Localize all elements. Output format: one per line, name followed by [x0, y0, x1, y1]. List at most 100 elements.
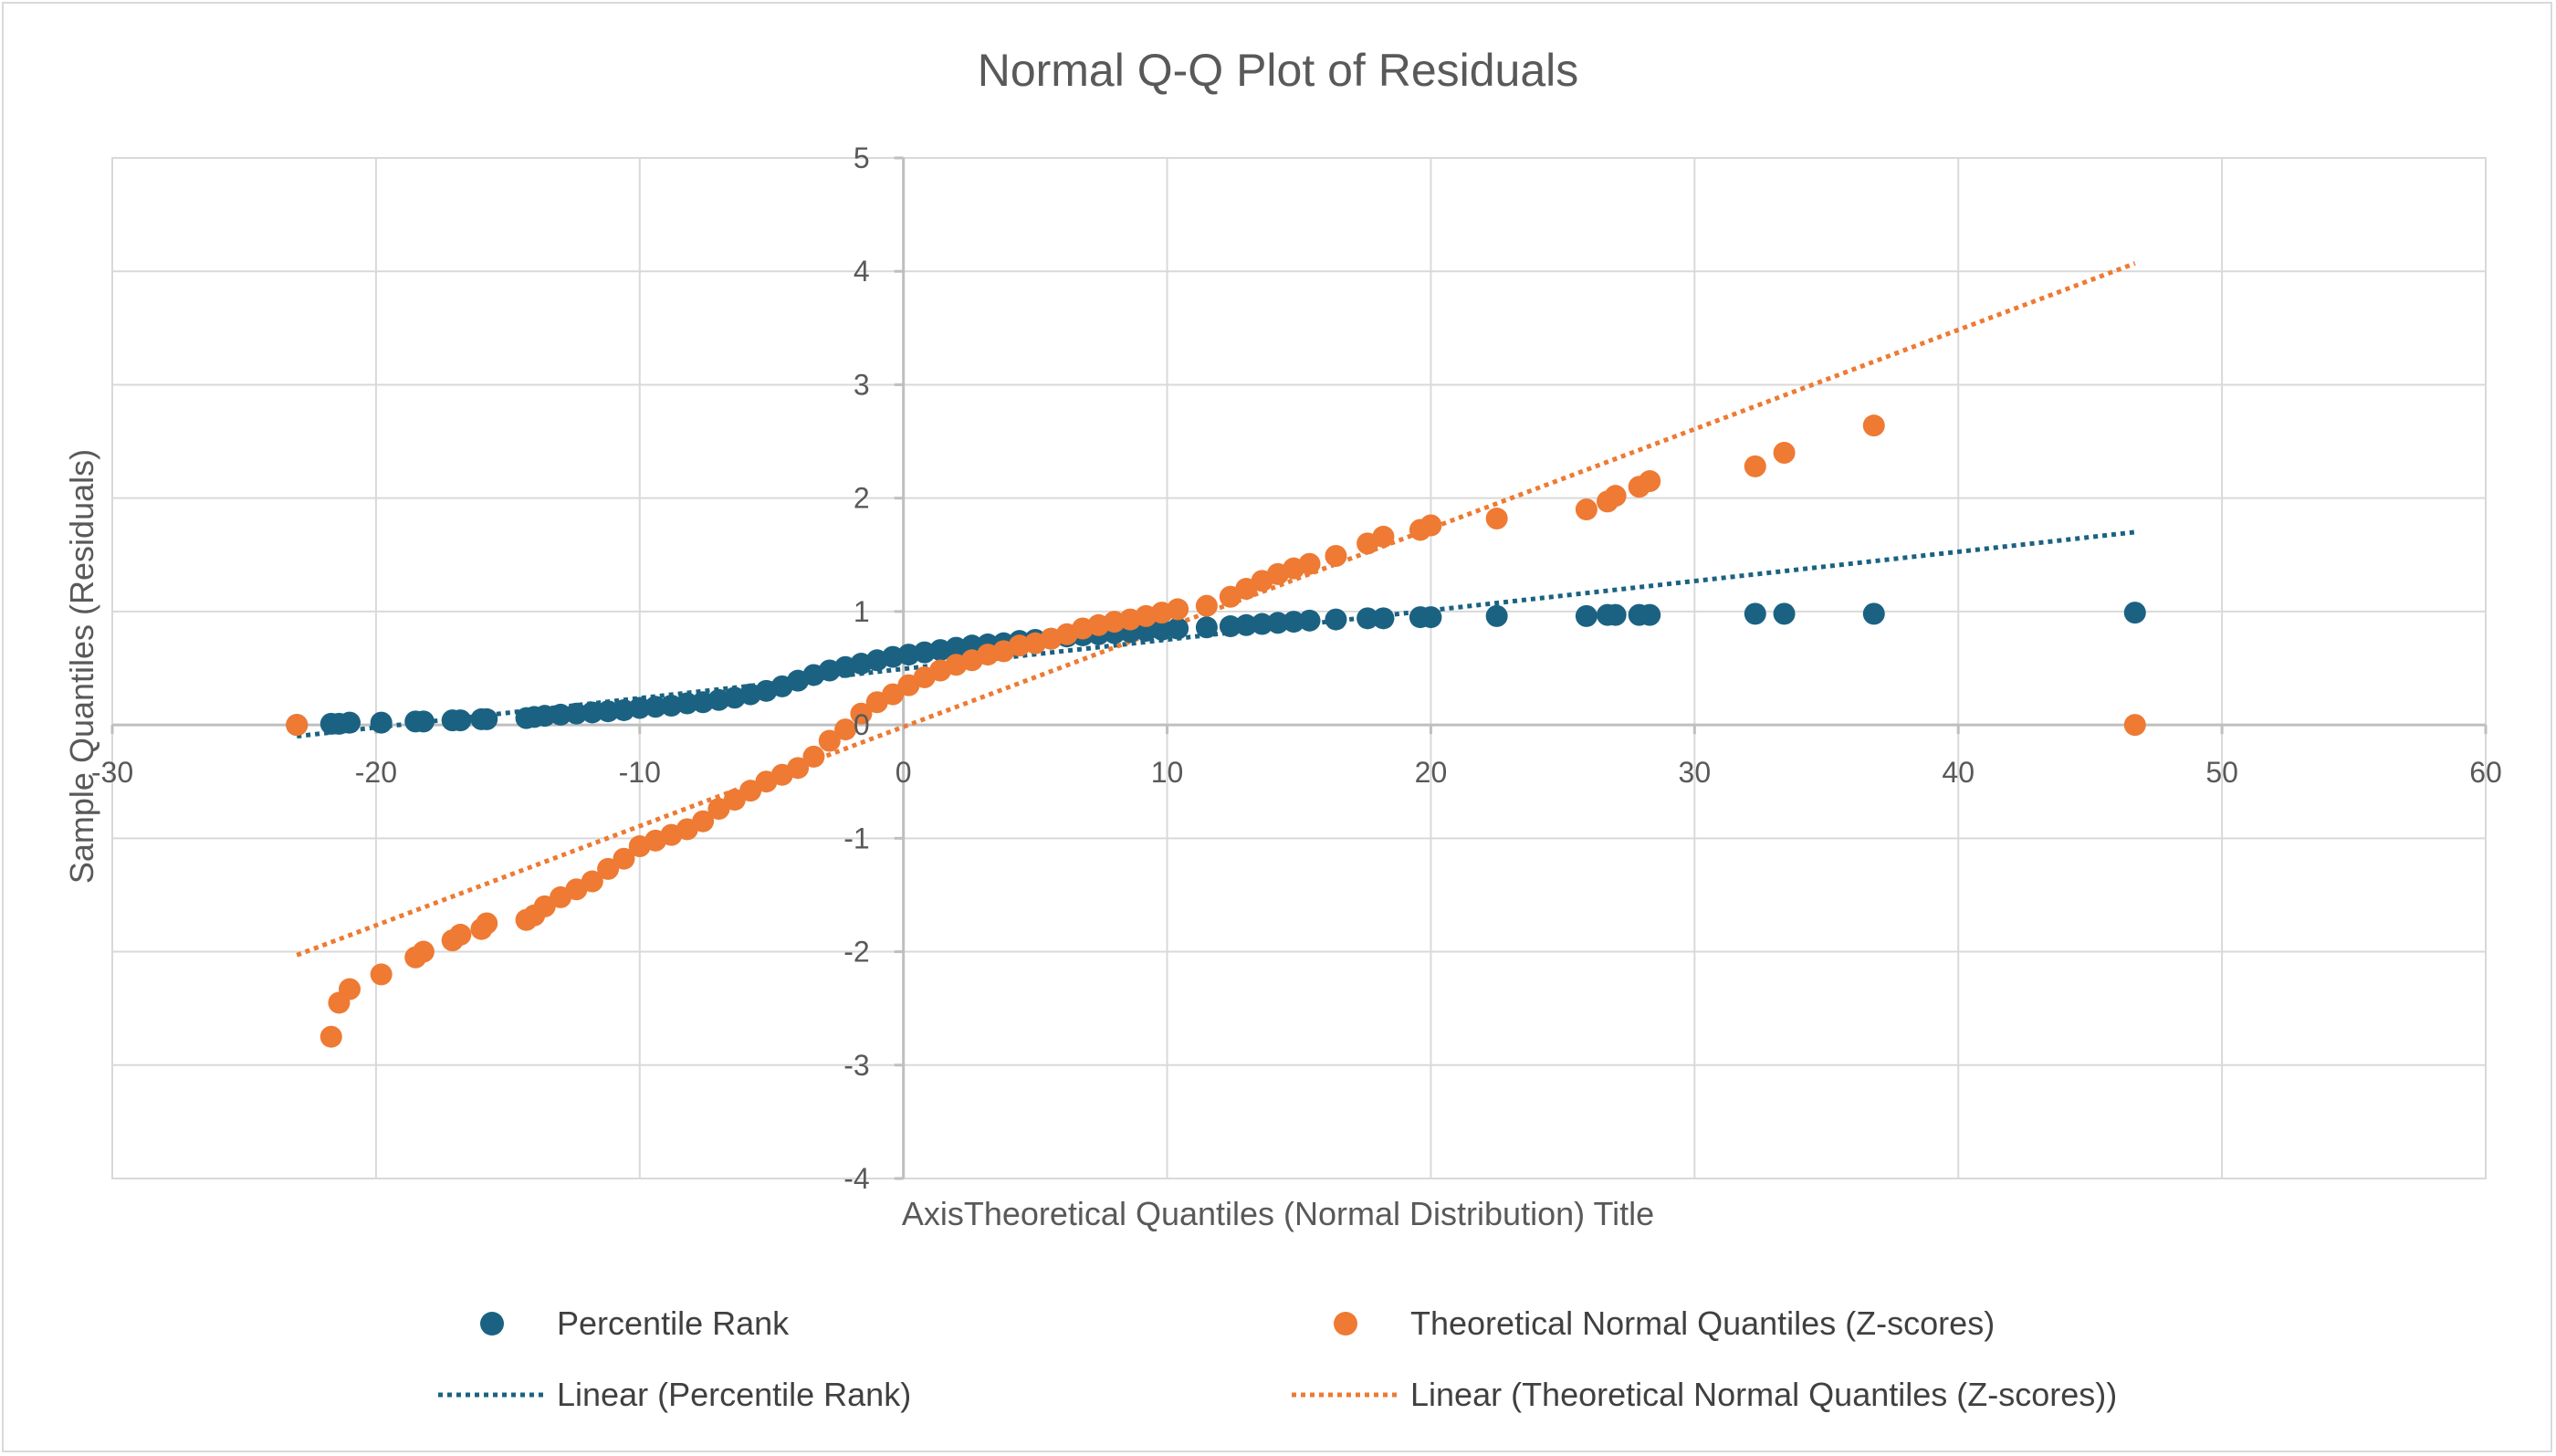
point-theoretical [818, 729, 841, 752]
y-tick-label: -2 [843, 936, 869, 969]
point-theoretical [449, 923, 472, 946]
point-percentile-rank [1419, 606, 1442, 629]
y-tick-label: 3 [854, 368, 870, 401]
point-theoretical [1773, 441, 1796, 464]
y-tick-label: 0 [854, 708, 870, 741]
point-theoretical [476, 912, 498, 935]
plot-area [111, 157, 2487, 1179]
x-tick-label: 40 [1942, 756, 1975, 789]
point-percentile-rank [581, 701, 603, 724]
y-tick-label: -4 [843, 1162, 869, 1195]
point-theoretical [834, 718, 857, 741]
y-tick-label: -3 [843, 1049, 869, 1082]
y-tick-label: 1 [854, 595, 870, 628]
point-percentile-rank [628, 697, 651, 719]
point-theoretical [850, 702, 873, 725]
legend-label-linear-percentile: Linear (Percentile Rank) [557, 1376, 911, 1413]
point-theoretical [370, 963, 393, 986]
point-theoretical [1862, 414, 1885, 437]
point-percentile-rank [449, 709, 472, 732]
chart-title: Normal Q-Q Plot of Residuals [978, 45, 1579, 96]
point-percentile-rank [1372, 607, 1395, 630]
point-theoretical [1744, 455, 1766, 477]
axes [110, 156, 2488, 1180]
point-theoretical [597, 857, 620, 880]
point-theoretical [1195, 594, 1218, 617]
point-theoretical [1639, 470, 1661, 493]
x-tick-label: 30 [1679, 756, 1712, 789]
point-theoretical [412, 940, 435, 963]
point-percentile-rank [1773, 602, 1796, 625]
point-percentile-rank [597, 700, 620, 723]
y-tick-label: 2 [854, 482, 870, 515]
point-percentile-rank [1167, 617, 1189, 640]
x-tick-label: 10 [1151, 756, 1184, 789]
point-percentile-rank [644, 696, 667, 718]
point-theoretical [613, 847, 635, 870]
point-percentile-rank [2123, 602, 2146, 624]
point-percentile-rank [550, 703, 572, 726]
point-percentile-rank [1862, 602, 1885, 625]
point-percentile-rank [1251, 613, 1273, 635]
legend-marker-percentile-rank [480, 1312, 504, 1336]
point-percentile-rank [1575, 604, 1598, 627]
point-percentile-rank [1604, 603, 1627, 626]
x-tick-label: -30 [91, 756, 133, 789]
legend-label-theoretical: Theoretical Normal Quantiles (Z-scores) [1410, 1304, 1995, 1342]
x-tick-label: 60 [2469, 756, 2502, 789]
point-theoretical [1372, 525, 1395, 548]
point-theoretical [787, 757, 810, 780]
x-tick-label: 50 [2205, 756, 2238, 789]
point-percentile-rank [533, 705, 556, 728]
point-percentile-rank [1325, 608, 1347, 631]
x-axis-title: AxisTheoretical Quantiles (Normal Distri… [902, 1195, 1654, 1232]
point-theoretical [1485, 508, 1508, 530]
y-tick-label: 5 [854, 141, 870, 174]
y-tick-label: 4 [854, 255, 870, 288]
legend-marker-theoretical [1334, 1312, 1357, 1336]
point-percentile-rank [1283, 611, 1305, 634]
point-theoretical [320, 1025, 342, 1048]
point-percentile-rank [1195, 616, 1218, 639]
point-theoretical [339, 978, 361, 1000]
legend-label-linear-theoretical: Linear (Theoretical Normal Quantiles (Z-… [1410, 1376, 2117, 1413]
trendlines [296, 261, 2136, 958]
point-percentile-rank [1744, 602, 1766, 625]
point-percentile-rank [339, 711, 361, 734]
y-axis-title: Sample Quantiles (Residuals) [63, 449, 100, 884]
point-percentile-rank [412, 710, 435, 733]
point-percentile-rank [565, 702, 588, 725]
y-tick-label: -1 [843, 822, 869, 854]
point-theoretical [1167, 598, 1189, 621]
trendline-percentile-rank [296, 529, 2136, 739]
x-tick-label: 0 [896, 756, 912, 789]
point-percentile-rank [1298, 609, 1321, 632]
point-theoretical [802, 745, 825, 768]
trendline-theoretical [296, 261, 2136, 958]
point-theoretical [692, 810, 715, 833]
point-percentile-rank [476, 707, 498, 730]
point-theoretical [581, 870, 603, 893]
legend-label-percentile-rank: Percentile Rank [557, 1304, 790, 1342]
legend: Percentile Rank Theoretical Normal Quant… [438, 1304, 2117, 1413]
point-theoretical [286, 714, 309, 737]
point-percentile-rank [1266, 612, 1289, 634]
point-theoretical [2123, 714, 2146, 737]
data-points [286, 414, 2146, 1048]
point-theoretical [1419, 514, 1442, 537]
point-theoretical [1298, 552, 1321, 575]
x-tick-label: -10 [619, 756, 661, 789]
point-theoretical [1604, 485, 1627, 508]
point-theoretical [1325, 545, 1347, 568]
point-percentile-rank [1235, 613, 1258, 636]
point-percentile-rank [1357, 607, 1379, 630]
x-tick-label: 20 [1415, 756, 1448, 789]
point-percentile-rank [1639, 603, 1661, 626]
point-percentile-rank [1485, 604, 1508, 627]
x-tick-label: -20 [355, 756, 397, 789]
point-percentile-rank [1219, 615, 1241, 638]
point-percentile-rank [1150, 618, 1173, 641]
point-percentile-rank [370, 711, 393, 734]
